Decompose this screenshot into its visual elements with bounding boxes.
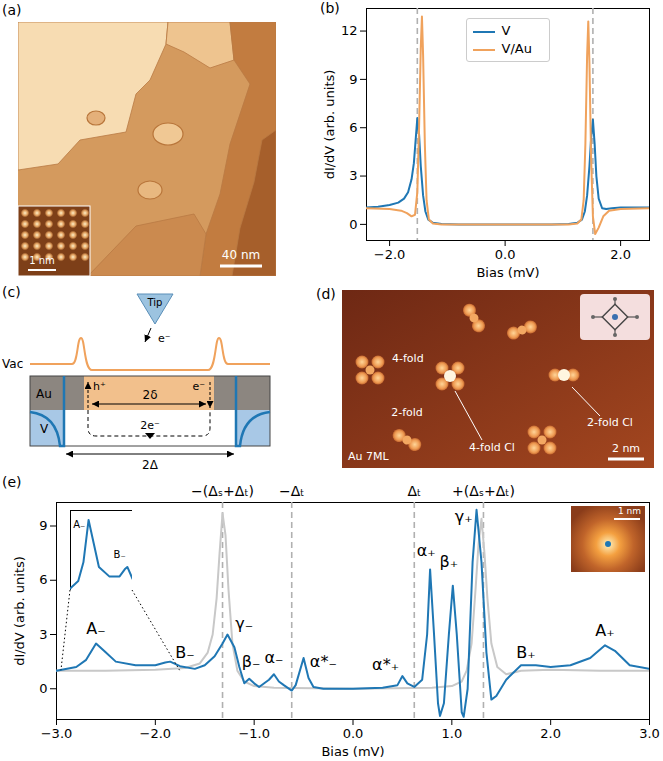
svg-text:Δₜ: Δₜ bbox=[407, 483, 421, 499]
svg-text:2e⁻: 2e⁻ bbox=[140, 419, 160, 432]
html-text:(e): (e) bbox=[2, 474, 22, 490]
svg-text:2 nm: 2 nm bbox=[612, 442, 640, 455]
svg-text:Bias (mV): Bias (mV) bbox=[476, 265, 539, 280]
svg-text:e⁻: e⁻ bbox=[158, 332, 171, 345]
svg-text:V: V bbox=[40, 422, 49, 436]
svg-text:−2.0: −2.0 bbox=[140, 726, 172, 741]
svg-text:9: 9 bbox=[349, 72, 357, 87]
svg-text:α*₋: α*₋ bbox=[310, 652, 337, 671]
svg-text:−Δₜ: −Δₜ bbox=[279, 483, 304, 499]
svg-text:A₊: A₊ bbox=[595, 621, 614, 640]
html-text:V: V bbox=[501, 23, 511, 38]
svg-text:3: 3 bbox=[349, 168, 357, 183]
svg-text:2-fold: 2-fold bbox=[391, 406, 423, 419]
svg-text:4-fold: 4-fold bbox=[392, 352, 424, 365]
svg-text:−(Δₛ+Δₜ): −(Δₛ+Δₜ) bbox=[191, 483, 254, 499]
svg-text:Au: Au bbox=[36, 387, 52, 401]
html-text:(a): (a) bbox=[2, 2, 22, 18]
svg-text:6: 6 bbox=[39, 572, 47, 587]
svg-text:B₊: B₊ bbox=[516, 643, 535, 662]
svg-text:0.0: 0.0 bbox=[495, 247, 516, 262]
svg-text:0: 0 bbox=[39, 681, 47, 696]
svg-text:3.0: 3.0 bbox=[639, 726, 660, 741]
svg-text:0: 0 bbox=[349, 217, 357, 232]
svg-text:Tip: Tip bbox=[147, 297, 163, 308]
svg-text:6: 6 bbox=[349, 120, 357, 135]
svg-text:2Δ: 2Δ bbox=[142, 458, 159, 472]
svg-text:4-fold Cl: 4-fold Cl bbox=[469, 441, 515, 454]
svg-text:β₋: β₋ bbox=[242, 652, 261, 671]
svg-text:3: 3 bbox=[39, 627, 47, 642]
svg-text:B₋: B₋ bbox=[114, 549, 126, 560]
svg-text:0.0: 0.0 bbox=[343, 726, 364, 741]
html-text:(c): (c) bbox=[2, 284, 21, 300]
html-text:1 nm: 1 nm bbox=[617, 506, 641, 516]
html-text:(d): (d) bbox=[316, 286, 336, 302]
html-text:V/Au: V/Au bbox=[501, 41, 532, 56]
svg-text:1.0: 1.0 bbox=[441, 726, 462, 741]
svg-text:1 nm: 1 nm bbox=[29, 255, 55, 266]
svg-text:12: 12 bbox=[341, 23, 358, 38]
svg-text:−3.0: −3.0 bbox=[41, 726, 73, 741]
svg-text:γ₊: γ₊ bbox=[455, 507, 473, 526]
svg-text:A₋: A₋ bbox=[86, 619, 105, 638]
svg-text:e⁻: e⁻ bbox=[192, 380, 205, 393]
svg-text:A₋: A₋ bbox=[73, 519, 85, 530]
svg-text:+(Δₛ+Δₜ): +(Δₛ+Δₜ) bbox=[452, 483, 515, 499]
svg-text:α₋: α₋ bbox=[264, 648, 283, 667]
svg-text:Au 7ML: Au 7ML bbox=[348, 450, 389, 463]
svg-text:9: 9 bbox=[39, 518, 47, 533]
svg-text:h⁺: h⁺ bbox=[93, 380, 106, 393]
svg-text:β₊: β₊ bbox=[440, 552, 459, 571]
svg-text:γ₋: γ₋ bbox=[235, 614, 253, 633]
svg-text:Bias (mV): Bias (mV) bbox=[321, 744, 384, 759]
svg-text:dI/dV (arb. units): dI/dV (arb. units) bbox=[322, 70, 337, 180]
svg-text:α₊: α₊ bbox=[417, 541, 436, 560]
svg-text:B₋: B₋ bbox=[175, 643, 194, 662]
svg-text:dI/dV (arb. units): dI/dV (arb. units) bbox=[12, 556, 27, 666]
svg-text:2.0: 2.0 bbox=[610, 247, 631, 262]
svg-text:2δ: 2δ bbox=[143, 388, 158, 402]
svg-text:α*₊: α*₊ bbox=[372, 655, 399, 674]
svg-text:−1.0: −1.0 bbox=[238, 726, 270, 741]
html-text:(b): (b) bbox=[320, 0, 340, 16]
svg-text:Vac: Vac bbox=[2, 357, 23, 371]
svg-text:−2.0: −2.0 bbox=[374, 247, 406, 262]
svg-text:2-fold Cl: 2-fold Cl bbox=[587, 416, 633, 429]
svg-text:2.0: 2.0 bbox=[540, 726, 561, 741]
svg-text:40 nm: 40 nm bbox=[222, 248, 260, 262]
